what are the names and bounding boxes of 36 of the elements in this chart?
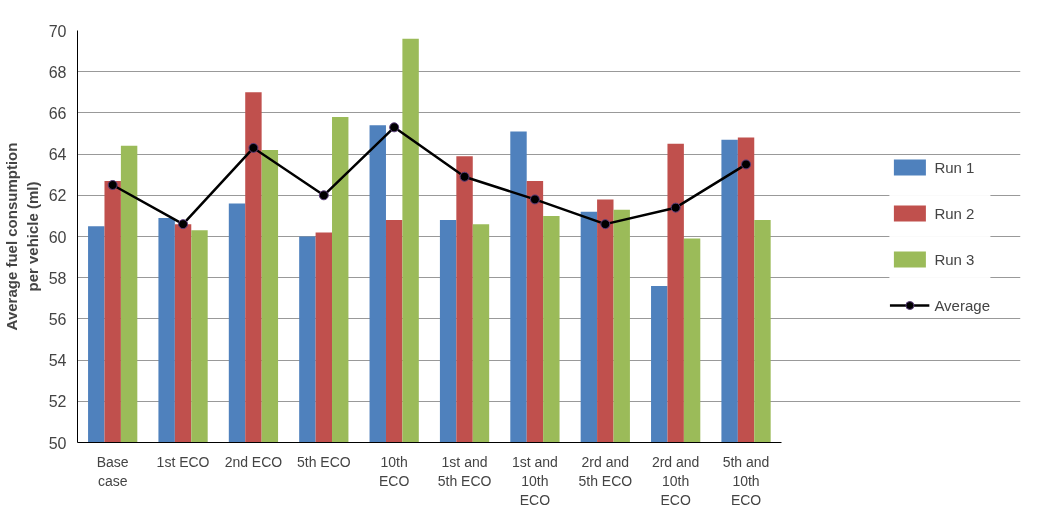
x-tick-label: 1st ECO xyxy=(156,453,210,470)
y-tick-label: 66 xyxy=(48,104,67,122)
y-tick-label: 70 xyxy=(48,22,67,40)
x-tick-label: 10th ECO xyxy=(379,453,410,489)
y-tick-label: 62 xyxy=(48,187,67,205)
point xyxy=(600,219,611,230)
point xyxy=(318,190,329,201)
x-tick-label: 2nd ECO xyxy=(224,453,283,470)
y-tick-label: 58 xyxy=(48,269,67,287)
y-tick-label: 68 xyxy=(48,63,67,81)
y-tick-label: 52 xyxy=(48,393,67,411)
y-tick-label: 64 xyxy=(48,146,67,164)
point xyxy=(389,122,400,133)
point xyxy=(178,219,189,230)
legend-label: Average xyxy=(934,296,990,314)
legend-label: Run 2 xyxy=(934,204,975,222)
y-axis-title: Average fuel consumption per vehicle (ml) xyxy=(3,142,41,331)
x-tick-label: 5th and 10th ECO xyxy=(722,453,770,508)
y-tick-label: 56 xyxy=(48,310,67,328)
point xyxy=(107,180,118,190)
y-tick-label: 54 xyxy=(48,352,67,370)
x-tick-label: 2rd and 10th ECO xyxy=(651,453,700,508)
legend-label: Run 3 xyxy=(934,250,975,268)
point xyxy=(248,142,259,153)
point xyxy=(670,202,681,213)
point xyxy=(741,159,752,170)
x-tick-label: Base case xyxy=(96,453,129,489)
legend-label: Run 1 xyxy=(934,158,975,176)
y-tick-label: 60 xyxy=(48,228,67,246)
x-tick-label: 1st and 5th ECO xyxy=(437,453,492,489)
point xyxy=(529,194,540,205)
y-tick-label: 50 xyxy=(48,434,67,452)
point xyxy=(459,171,470,182)
x-tick-label: 1st and 10th ECO xyxy=(511,453,558,508)
x-tick-label: 2rd and 5th ECO xyxy=(578,453,633,489)
x-tick-label: 5th ECO xyxy=(296,453,351,470)
